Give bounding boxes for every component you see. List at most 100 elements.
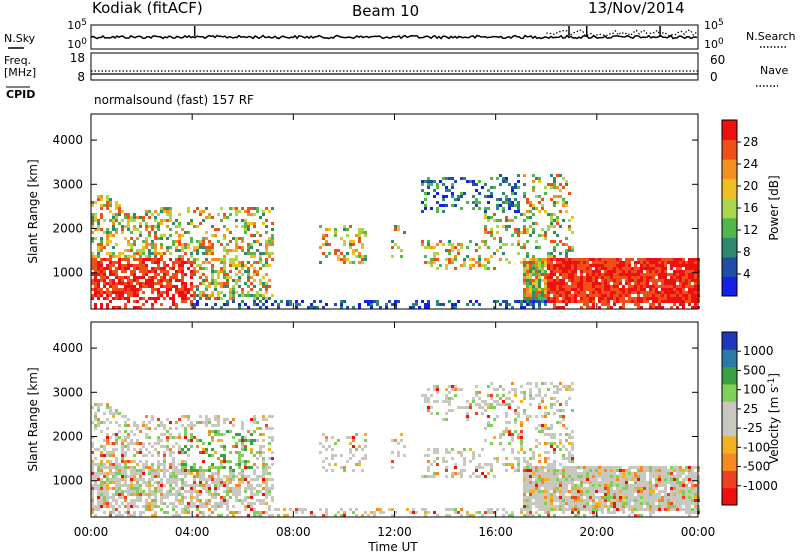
velocity-cell: [691, 481, 694, 484]
power-cell: [556, 264, 559, 267]
velocity-cell: [271, 499, 274, 502]
power-cell: [670, 276, 673, 279]
velocity-cell: [550, 493, 553, 496]
power-cell: [544, 237, 547, 240]
velocity-cell: [580, 496, 583, 499]
power-cell: [169, 213, 172, 216]
power-cell: [619, 279, 622, 282]
velocity-cell: [631, 466, 634, 469]
power-cell: [613, 300, 616, 303]
velocity-cell: [694, 484, 697, 487]
velocity-cell: [196, 490, 199, 493]
power-cell: [109, 255, 112, 258]
velocity-cell: [568, 457, 571, 460]
power-cell: [157, 282, 160, 285]
velocity-cell: [262, 478, 265, 481]
velocity-cell: [265, 484, 268, 487]
velocity-cell: [640, 490, 643, 493]
velocity-cell: [148, 505, 151, 508]
power-cell: [262, 252, 265, 255]
power-cell: [202, 282, 205, 285]
velocity-cell: [247, 481, 250, 484]
velocity-cell: [538, 484, 541, 487]
power-cell: [193, 246, 196, 249]
power-cell: [670, 291, 673, 294]
velocity-cell: [106, 502, 109, 505]
velocity-cell: [103, 499, 106, 502]
power-cell: [490, 228, 493, 231]
velocity-cell: [568, 385, 571, 388]
power-cell: [523, 195, 526, 198]
power-cell: [619, 270, 622, 273]
power-cell: [166, 294, 169, 297]
power-cell: [643, 282, 646, 285]
velocity-cell: [109, 442, 112, 445]
power-cell: [154, 234, 157, 237]
velocity-cell: [550, 433, 553, 436]
power-cell: [166, 207, 169, 210]
velocity-cell: [241, 478, 244, 481]
power-cell: [592, 282, 595, 285]
velocity-cell: [568, 442, 571, 445]
power-cell: [502, 180, 505, 183]
velocity-cell: [628, 487, 631, 490]
power-cell: [166, 210, 169, 213]
velocity-cell: [112, 454, 115, 457]
power-cell: [238, 279, 241, 282]
power-cell: [349, 225, 352, 228]
velocity-cell: [505, 403, 508, 406]
power-cell: [670, 279, 673, 282]
velocity-cell: [112, 463, 115, 466]
velocity-cell: [535, 382, 538, 385]
power-cell: [562, 300, 565, 303]
power-cell: [94, 294, 97, 297]
velocity-cell: [325, 469, 328, 472]
power-cell: [658, 279, 661, 282]
velocity-cell: [214, 496, 217, 499]
power-cell: [193, 249, 196, 252]
power-cell: [595, 285, 598, 288]
velocity-cell: [214, 481, 217, 484]
power-cell: [427, 177, 430, 180]
velocity-cell: [514, 412, 517, 415]
velocity-cell: [583, 490, 586, 493]
velocity-cell: [127, 424, 130, 427]
power-cell: [466, 246, 469, 249]
power-cell: [166, 273, 169, 276]
power-cell: [136, 288, 139, 291]
power-cell: [604, 294, 607, 297]
velocity-cell: [181, 451, 184, 454]
power-cell: [238, 237, 241, 240]
power-cell: [601, 282, 604, 285]
power-cell: [199, 213, 202, 216]
velocity-cell: [604, 472, 607, 475]
power-cell: [217, 297, 220, 300]
power-cell: [646, 291, 649, 294]
power-cell: [502, 243, 505, 246]
power-cell: [565, 204, 568, 207]
power-cell: [640, 267, 643, 270]
velocity-cell: [451, 448, 454, 451]
power-cell: [175, 291, 178, 294]
velocity-cell: [628, 496, 631, 499]
power-cell: [610, 279, 613, 282]
power-cell: [265, 219, 268, 222]
velocity-cell: [514, 409, 517, 412]
velocity-cell: [457, 511, 460, 514]
power-cell: [133, 285, 136, 288]
power-cell: [616, 282, 619, 285]
velocity-cell: [235, 490, 238, 493]
power-cell: [547, 258, 550, 261]
power-ylabel: Slant Range [km]: [26, 159, 40, 263]
velocity-cell: [544, 475, 547, 478]
velocity-cell: [541, 508, 544, 511]
power-cell: [112, 213, 115, 216]
velocity-cell: [643, 496, 646, 499]
velocity-cell: [181, 487, 184, 490]
power-cell: [145, 300, 148, 303]
power-cell: [652, 282, 655, 285]
power-cell: [574, 258, 577, 261]
velocity-cell: [691, 466, 694, 469]
power-cell: [166, 279, 169, 282]
cpid-value: normalsound (fast) 157 RF: [94, 93, 254, 107]
